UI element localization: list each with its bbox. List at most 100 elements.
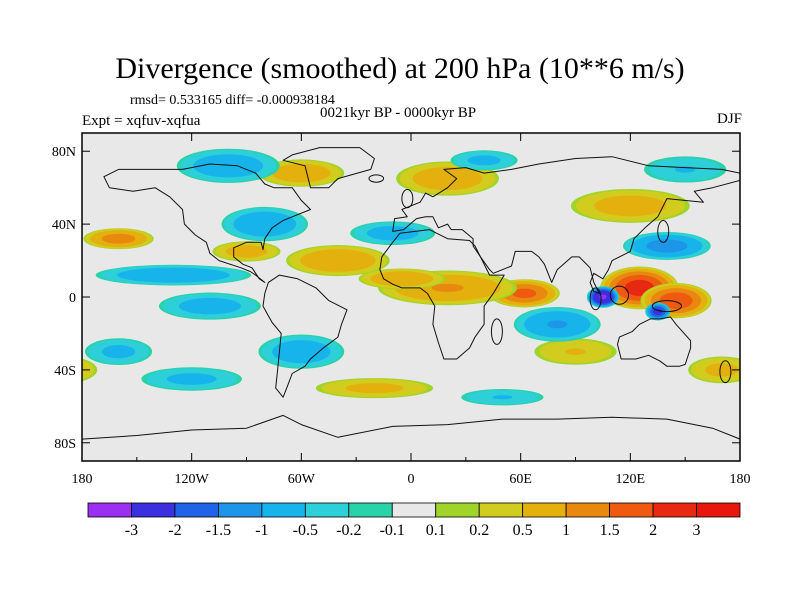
- colorbar-swatch: [391, 502, 437, 518]
- period-label: 0021kyr BP - 0000kyr BP: [320, 105, 477, 121]
- y-tick-label: 80N: [52, 145, 76, 160]
- field-anomaly-negative: [450, 150, 518, 171]
- contour-level: [547, 320, 568, 329]
- colorbar-swatch: [652, 502, 697, 518]
- field-anomaly-positive: [212, 241, 281, 262]
- colorbar-swatch: [696, 502, 741, 518]
- colorbar-label: -0.2: [336, 522, 361, 539]
- chart-title: Divergence (smoothed) at 200 hPa (10**6 …: [115, 52, 685, 85]
- field-anomaly-positive: [534, 338, 617, 365]
- coastline-south-america: [262, 274, 348, 398]
- x-tick-label: 60E: [509, 472, 532, 487]
- field-anomaly-negative: [258, 334, 345, 369]
- contour-level: [431, 283, 464, 292]
- field-anomaly-positive: [258, 159, 345, 187]
- coastline-borneo: [609, 285, 630, 305]
- contour-level: [370, 271, 434, 287]
- contour-level: [101, 345, 136, 359]
- colorbar-label: -2: [168, 522, 181, 539]
- field-anomaly-negative: [85, 338, 153, 366]
- contour-level: [366, 226, 419, 241]
- field-anomaly-negative: [221, 206, 308, 242]
- coastline-antarctica: [82, 414, 740, 440]
- colorbar-swatch: [609, 502, 654, 518]
- x-tick-label: 60W: [288, 472, 316, 487]
- field-anomaly-positive: [315, 378, 434, 399]
- contour-level: [272, 163, 331, 183]
- coastline-africa: [379, 229, 505, 360]
- contour-level: [467, 155, 501, 166]
- field-anomaly-negative: [461, 389, 544, 406]
- coastline-eurasia: [392, 156, 740, 294]
- contour-level: [101, 233, 136, 244]
- colorbar-label: -0.1: [380, 522, 405, 539]
- y-tick-label: 40S: [54, 364, 76, 379]
- field-anomaly-positive: [286, 245, 390, 277]
- field-anomaly-negative: [513, 306, 601, 342]
- colorbar: -3 -2 -1.5 -1 -0.5 -0.2 -0.1 0.1 0.2 0.5 1 1.5 2 3: [87, 502, 741, 539]
- colorbar-label: -1.5: [206, 522, 231, 539]
- colorbar-label: 0.2: [469, 522, 489, 539]
- colorbar-swatch: [522, 502, 567, 518]
- colorbar-swatch: [304, 502, 350, 518]
- colorbar-label: 3: [693, 522, 701, 539]
- coastline-australia: [617, 316, 692, 367]
- contour-level: [225, 245, 268, 258]
- contour-level: [345, 383, 404, 394]
- y-tick-label: 80S: [54, 437, 76, 452]
- colorbar-swatch: [87, 502, 132, 518]
- colorbar-swatch: [435, 502, 480, 518]
- colorbar-label: 1.5: [600, 522, 620, 539]
- coastline-madagascar: [490, 318, 503, 345]
- contour-level: [193, 154, 264, 178]
- field-anomaly-negative: [586, 286, 620, 308]
- season-label: DJF: [716, 111, 742, 127]
- field-anomaly-negative: [350, 221, 436, 246]
- coastline-iceland: [368, 174, 385, 183]
- x-tick-label: 180: [730, 472, 751, 487]
- field-anomaly-positive: [83, 228, 154, 250]
- contour-level: [565, 348, 586, 355]
- field-anomaly-negative: [158, 292, 261, 320]
- field-anomaly-negative: [623, 231, 711, 260]
- contour-level: [116, 267, 230, 283]
- contour-level: [233, 211, 297, 237]
- colorbar-swatch: [131, 502, 176, 518]
- colorbar-label: 0.5: [513, 522, 533, 539]
- y-tick-label: 0: [69, 291, 76, 306]
- contour-level: [300, 249, 376, 272]
- contour-level: [178, 297, 241, 315]
- x-tick-label: 120W: [175, 472, 210, 487]
- contour-level: [166, 373, 217, 385]
- y-axis: 80N 40N 0 40S 80S: [52, 145, 740, 452]
- coastline-japan: [657, 219, 670, 243]
- colorbar-swatch: [348, 502, 393, 518]
- contour-level: [272, 340, 331, 364]
- coastline-greenland: [282, 147, 375, 189]
- colorbar-swatch: [261, 502, 306, 518]
- divergence-field: [82, 133, 740, 461]
- field-anomaly-negative: [141, 367, 242, 391]
- x-tick-label: 120E: [616, 472, 646, 487]
- contour-level: [512, 288, 537, 299]
- coastline-new-zealand: [719, 360, 732, 384]
- colorbar-label: -3: [125, 522, 138, 539]
- contour-level: [659, 292, 693, 309]
- field-anomaly-positive: [358, 268, 446, 290]
- colorbar-label: -1: [255, 522, 268, 539]
- y-tick-label: 40N: [52, 218, 76, 233]
- x-tick-label: 0: [408, 472, 415, 487]
- colorbar-swatch: [478, 502, 524, 518]
- coastline-sumatra: [589, 287, 602, 311]
- colorbar-label: -0.5: [293, 522, 318, 539]
- colorbar-label: 0.1: [426, 522, 446, 539]
- coastlines: [82, 147, 740, 440]
- colorbar-label: 2: [649, 522, 657, 539]
- field-anomaly-positive: [570, 188, 690, 223]
- coastline-new-guinea: [651, 300, 683, 313]
- field-anomaly-negative: [176, 148, 280, 183]
- field-anomaly-negative: [644, 156, 727, 183]
- contour-level: [492, 395, 513, 400]
